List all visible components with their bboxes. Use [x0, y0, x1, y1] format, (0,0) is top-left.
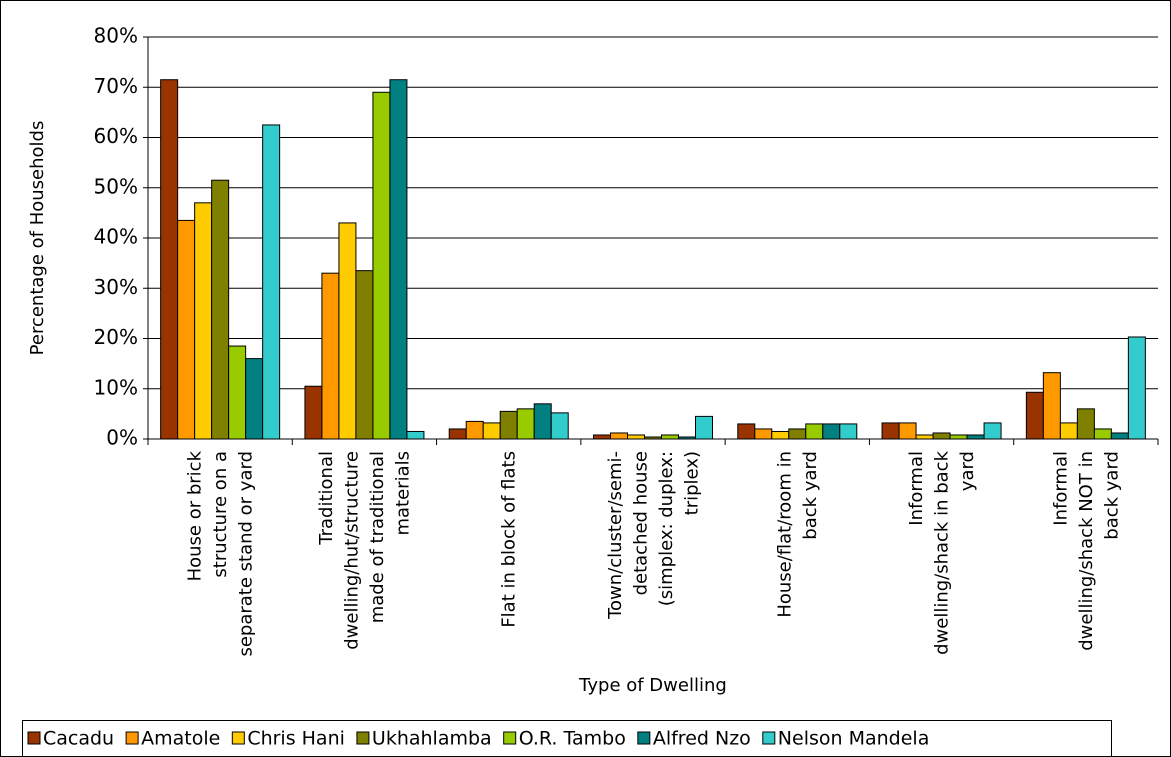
- bar: [372, 91, 391, 440]
- x-tick-label: Informal dwelling/shack NOT in back yard: [1050, 451, 1122, 651]
- bar: [533, 403, 552, 440]
- legend-label: O.R. Tambo: [519, 728, 626, 750]
- bar: [389, 79, 408, 440]
- y-tick-label: 20%: [94, 325, 138, 349]
- bar: [406, 430, 425, 440]
- legend-box: [22, 720, 1112, 757]
- legend-label: Amatole: [141, 728, 220, 750]
- x-tick-label: Informal dwelling/shack in back yard: [906, 450, 978, 654]
- bar: [966, 434, 985, 440]
- bar: [211, 179, 230, 440]
- bar: [737, 423, 756, 440]
- y-tick-label: 0%: [106, 426, 138, 450]
- bar: [1093, 428, 1112, 440]
- y-tick-label: 80%: [94, 24, 138, 48]
- bar: [262, 124, 281, 440]
- legend-swatch: [637, 731, 651, 745]
- legend-label: Nelson Mandela: [778, 728, 930, 750]
- x-tick-label: Flat in block of flats: [499, 451, 520, 628]
- x-tick-label: Traditional dwelling/hut/structure made of…: [316, 451, 414, 650]
- legend-swatch: [762, 731, 776, 745]
- bar: [627, 434, 645, 440]
- bar: [695, 415, 713, 440]
- y-tick-label: 30%: [94, 275, 138, 299]
- bar: [1127, 336, 1146, 440]
- bar: [355, 270, 374, 440]
- bar: [321, 272, 340, 440]
- bar: [516, 408, 535, 440]
- bar: [915, 434, 934, 440]
- bar: [839, 423, 858, 440]
- x-tick-label: Town/cluster/semi-detached house (simplex…: [605, 451, 703, 620]
- bar: [805, 423, 824, 440]
- x-axis-title: Type of Dwelling: [578, 675, 727, 696]
- y-tick-label: 70%: [94, 74, 138, 98]
- bar: [983, 422, 1002, 440]
- bar: [448, 428, 467, 440]
- bar: [610, 432, 628, 440]
- y-tick-label: 60%: [94, 124, 138, 148]
- bar: [499, 410, 518, 440]
- bar: [304, 385, 323, 440]
- y-axis-title: Percentage of Households: [27, 121, 48, 356]
- x-tick-label: House or brick structure on a separate sta…: [185, 450, 257, 656]
- bar: [898, 422, 917, 440]
- bar: [822, 423, 841, 440]
- bar: [754, 428, 773, 440]
- legend-swatch: [503, 731, 517, 745]
- bar: [1025, 391, 1044, 440]
- bar: [160, 79, 179, 440]
- bar: [932, 432, 951, 440]
- bar: [949, 434, 968, 440]
- bar: [338, 222, 357, 440]
- bar: [661, 434, 679, 440]
- legend-label: Cacadu: [43, 728, 114, 750]
- legend-swatch: [27, 731, 41, 745]
- legend-label: Ukhahlamba: [372, 728, 492, 750]
- legend-label: Chris Hani: [247, 728, 345, 750]
- bar: [245, 358, 264, 440]
- bar: [228, 345, 247, 440]
- legend-swatch: [356, 731, 370, 745]
- legend-swatch: [125, 731, 139, 745]
- bar: [482, 422, 501, 440]
- bar: [788, 428, 807, 440]
- bar: [881, 422, 900, 440]
- y-tick-label: 50%: [94, 174, 138, 198]
- y-tick-label: 40%: [94, 225, 138, 249]
- bar: [593, 434, 611, 440]
- bar: [771, 430, 790, 440]
- y-tick-label: 10%: [94, 375, 138, 399]
- bar: [550, 412, 569, 440]
- bar: [1059, 422, 1078, 440]
- x-tick-label: House/flat/room in back yard: [775, 451, 822, 618]
- bar: [1042, 372, 1061, 440]
- bar: [177, 219, 196, 440]
- legend-label: Alfred Nzo: [653, 728, 751, 750]
- bar: [1076, 408, 1095, 440]
- bar: [465, 420, 484, 440]
- bar: [194, 202, 213, 440]
- legend-swatch: [231, 731, 245, 745]
- bar: [1110, 432, 1129, 440]
